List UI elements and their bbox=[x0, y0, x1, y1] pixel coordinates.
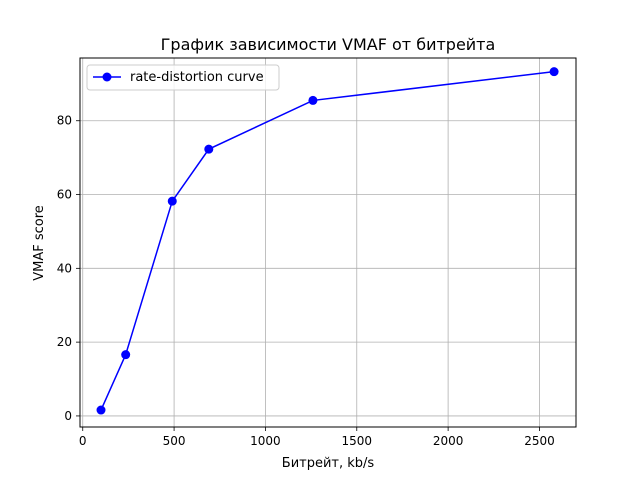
x-tick-label: 2500 bbox=[524, 434, 555, 448]
x-axis-label: Битрейт, kb/s bbox=[282, 456, 375, 471]
data-point bbox=[121, 350, 131, 360]
legend: rate-distortion curve bbox=[86, 64, 280, 91]
y-axis-ticks: 0 20 40 60 80 bbox=[57, 114, 80, 423]
legend-marker bbox=[102, 72, 112, 82]
y-tick-label: 0 bbox=[64, 409, 72, 423]
data-point bbox=[308, 95, 318, 105]
x-axis-ticks: 0 500 1000 1500 2000 2500 bbox=[79, 427, 555, 448]
y-tick-label: 60 bbox=[57, 188, 72, 202]
chart-title: График зависимости VMAF от битрейта bbox=[161, 35, 496, 54]
series-line bbox=[100, 70, 555, 411]
x-tick-label: 0 bbox=[79, 434, 87, 448]
data-point bbox=[204, 144, 214, 154]
legend-label: rate-distortion curve bbox=[130, 70, 264, 85]
legend-box bbox=[86, 64, 280, 91]
plot-series bbox=[96, 67, 559, 415]
data-point bbox=[96, 405, 106, 415]
y-axis-label: VMAF score bbox=[32, 205, 47, 281]
x-tick-label: 2000 bbox=[433, 434, 464, 448]
y-tick-label: 80 bbox=[57, 114, 72, 128]
data-point bbox=[167, 196, 177, 206]
y-tick-label: 40 bbox=[57, 261, 72, 275]
plot-frame bbox=[79, 57, 577, 428]
grid bbox=[80, 58, 576, 427]
x-tick-label: 1000 bbox=[250, 434, 281, 448]
x-tick-label: 500 bbox=[163, 434, 186, 448]
x-tick-label: 1500 bbox=[342, 434, 373, 448]
y-tick-label: 20 bbox=[57, 335, 72, 349]
data-point bbox=[549, 67, 559, 77]
